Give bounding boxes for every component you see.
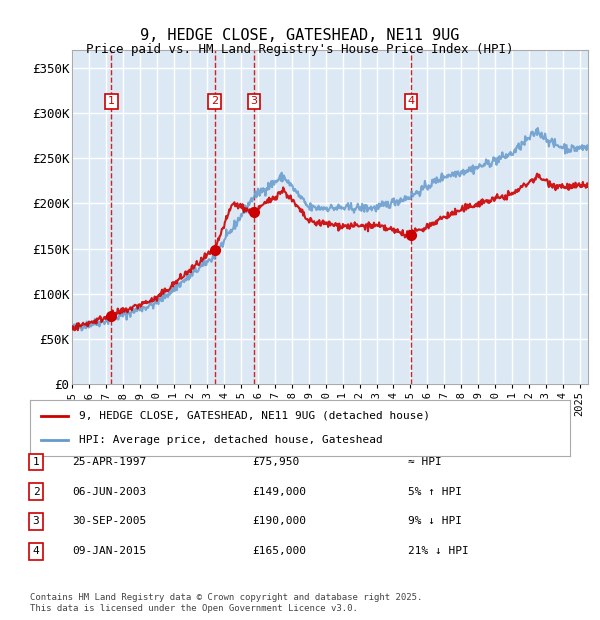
Text: Contains HM Land Registry data © Crown copyright and database right 2025.
This d: Contains HM Land Registry data © Crown c… [30, 593, 422, 613]
Text: 21% ↓ HPI: 21% ↓ HPI [408, 546, 469, 556]
Text: £149,000: £149,000 [252, 487, 306, 497]
Text: 06-JUN-2003: 06-JUN-2003 [72, 487, 146, 497]
Text: 3: 3 [32, 516, 40, 526]
Text: 9, HEDGE CLOSE, GATESHEAD, NE11 9UG (detached house): 9, HEDGE CLOSE, GATESHEAD, NE11 9UG (det… [79, 410, 430, 420]
Text: 2: 2 [32, 487, 40, 497]
Text: £190,000: £190,000 [252, 516, 306, 526]
Text: 4: 4 [32, 546, 40, 556]
Text: ≈ HPI: ≈ HPI [408, 457, 442, 467]
Text: Price paid vs. HM Land Registry's House Price Index (HPI): Price paid vs. HM Land Registry's House … [86, 43, 514, 56]
Text: 3: 3 [250, 97, 257, 107]
Text: 1: 1 [32, 457, 40, 467]
Text: 9% ↓ HPI: 9% ↓ HPI [408, 516, 462, 526]
Text: 09-JAN-2015: 09-JAN-2015 [72, 546, 146, 556]
Text: HPI: Average price, detached house, Gateshead: HPI: Average price, detached house, Gate… [79, 435, 382, 445]
Text: 30-SEP-2005: 30-SEP-2005 [72, 516, 146, 526]
Text: 1: 1 [108, 97, 115, 107]
Text: 5% ↑ HPI: 5% ↑ HPI [408, 487, 462, 497]
Text: 25-APR-1997: 25-APR-1997 [72, 457, 146, 467]
Text: £75,950: £75,950 [252, 457, 299, 467]
Text: £165,000: £165,000 [252, 546, 306, 556]
Text: 4: 4 [407, 97, 415, 107]
Text: 2: 2 [211, 97, 218, 107]
Text: 9, HEDGE CLOSE, GATESHEAD, NE11 9UG: 9, HEDGE CLOSE, GATESHEAD, NE11 9UG [140, 28, 460, 43]
